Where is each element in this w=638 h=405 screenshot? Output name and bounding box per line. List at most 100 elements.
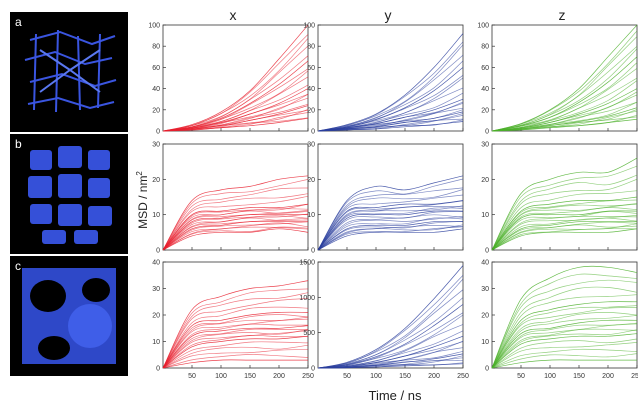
plot-grid: 0204060801000204060801000204060801000102… xyxy=(148,23,638,381)
series-line-variant xyxy=(317,347,464,369)
cluster-blocks-graphic xyxy=(28,146,112,244)
series-group xyxy=(317,33,464,132)
y-tick-label: 40 xyxy=(307,86,315,93)
column-title-x: x xyxy=(230,7,237,23)
plot-x-c: 0 10 20 30 40 50 100 150 200 250 xyxy=(152,260,314,381)
series-group xyxy=(317,175,464,251)
y-tick-label: 0 xyxy=(156,366,160,373)
x-tick-label: 100 xyxy=(370,373,382,380)
y-tick-label: 40 xyxy=(152,86,160,93)
y-tick-label: 20 xyxy=(481,107,489,114)
y-tick-label: 0 xyxy=(485,129,489,136)
series-line-variant xyxy=(162,187,309,251)
series-line-variant xyxy=(491,322,638,369)
y-tick-label: 100 xyxy=(477,23,489,30)
panel-letter-b: b xyxy=(15,137,22,151)
plot-x-a: 0 20 40 60 80 100 xyxy=(148,23,309,136)
series-line xyxy=(491,157,638,251)
x-tick-label: 200 xyxy=(273,373,285,380)
x-tick-label: 250 xyxy=(631,373,638,380)
series-line-variant xyxy=(162,298,309,369)
series-line-variant xyxy=(317,211,464,251)
x-tick-label: 200 xyxy=(428,373,440,380)
y-tick-label: 40 xyxy=(481,260,489,267)
series-line-variant xyxy=(491,223,638,251)
y-tick-label: 10 xyxy=(481,212,489,219)
y-tick-label: 0 xyxy=(311,129,315,136)
series-line-variant xyxy=(317,214,464,251)
domains-graphic xyxy=(22,268,116,364)
column-title-y: y xyxy=(385,7,392,23)
series-line-variant xyxy=(317,217,464,251)
y-tick-label: 100 xyxy=(148,23,160,30)
series-line-variant xyxy=(162,292,309,369)
series-line xyxy=(491,333,638,369)
series-group xyxy=(162,24,309,132)
series-line-variant xyxy=(491,312,638,369)
series-line-variant xyxy=(491,279,638,369)
series-line-variant xyxy=(317,41,464,132)
series-line-variant xyxy=(162,226,309,251)
y-tick-label: 500 xyxy=(303,330,315,337)
series-line-variant xyxy=(162,97,309,132)
series-line-variant xyxy=(491,353,638,369)
series-line xyxy=(162,280,309,369)
series-line-variant xyxy=(162,330,309,369)
series-line-variant xyxy=(491,214,638,251)
series-line-variant xyxy=(317,187,464,251)
series-line-variant xyxy=(317,54,464,132)
y-tick-label: 0 xyxy=(485,248,489,255)
series-line xyxy=(317,210,464,251)
plot-frame xyxy=(162,143,309,251)
series-line-variant xyxy=(162,344,309,369)
series-line-variant xyxy=(491,315,638,369)
y-tick-label: 100 xyxy=(303,23,315,30)
structure-images: a b c xyxy=(10,12,128,376)
y-tick-label: 10 xyxy=(307,212,315,219)
series-line-variant xyxy=(162,328,309,369)
series-line-variant xyxy=(317,225,464,251)
y-tick-label: 30 xyxy=(152,142,160,149)
series-line-variant xyxy=(491,215,638,251)
series-line-variant xyxy=(162,221,309,251)
y-tick-label: 20 xyxy=(152,313,160,320)
y-tick-label: 20 xyxy=(481,177,489,184)
series-line-variant xyxy=(317,215,464,251)
series-line-variant xyxy=(162,217,309,251)
series-line-variant xyxy=(491,328,638,369)
x-tick-label: 150 xyxy=(399,373,411,380)
series-line xyxy=(491,319,638,369)
series-line-variant xyxy=(491,165,638,251)
series-line-variant xyxy=(491,286,638,369)
y-tick-label: 60 xyxy=(152,65,160,72)
plot-z-b: 0 10 20 30 xyxy=(481,142,638,255)
plot-y-c: 0 500 1000 1500 50 100 150 200 250 xyxy=(299,260,469,381)
series-line xyxy=(491,265,638,369)
series-group xyxy=(491,265,638,369)
series-line-variant xyxy=(317,278,464,369)
series-line xyxy=(491,210,638,251)
x-tick-label: 200 xyxy=(602,373,614,380)
y-tick-label: 20 xyxy=(152,107,160,114)
y-tick-label: 40 xyxy=(481,86,489,93)
series-line-variant xyxy=(162,112,309,132)
y-tick-label: 10 xyxy=(481,339,489,346)
series-line-variant xyxy=(162,179,309,251)
y-tick-label: 40 xyxy=(152,260,160,267)
series-line-variant xyxy=(162,217,309,251)
plot-z-a: 0 20 40 60 80 100 xyxy=(477,23,638,136)
series-line xyxy=(317,221,464,251)
series-line-variant xyxy=(317,44,464,132)
x-tick-label: 100 xyxy=(544,373,556,380)
series-line-variant xyxy=(162,306,309,369)
plot-y-b: 0 10 20 30 xyxy=(307,142,464,255)
series-line xyxy=(491,118,638,132)
panel-letter-c: c xyxy=(15,259,21,273)
series-line xyxy=(162,24,309,132)
series-line xyxy=(491,359,637,369)
series-line-variant xyxy=(317,289,464,369)
series-line-variant xyxy=(317,206,464,251)
plot-frame xyxy=(317,143,464,251)
series-line-variant xyxy=(317,178,464,251)
